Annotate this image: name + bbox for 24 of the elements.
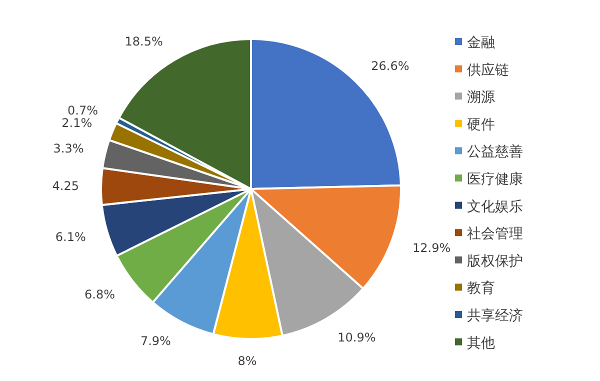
legend-label: 共享经济 — [467, 308, 523, 324]
legend-label: 医疗健康 — [467, 172, 523, 188]
data-label: 10.9% — [338, 330, 376, 345]
legend-label: 公益慈善 — [467, 143, 523, 160]
data-label: 18.5% — [124, 34, 163, 48]
data-label: 0.7% — [68, 103, 98, 118]
legend-label: 社会管理 — [467, 226, 523, 242]
legend-label: 教育 — [467, 280, 495, 297]
data-label: 12.9% — [412, 241, 451, 256]
legend-label: 供应链 — [467, 62, 509, 78]
data-label: 4.25 — [52, 179, 80, 194]
data-label: 8% — [238, 354, 257, 368]
legend-label: 文化娱乐 — [467, 198, 523, 215]
data-label: 3.3% — [53, 142, 84, 156]
legend-label: 版权保护 — [467, 253, 523, 270]
data-label: 6.1% — [55, 230, 86, 244]
legend-label: 溯源 — [467, 90, 495, 106]
legend-label: 其他 — [467, 335, 495, 352]
data-label: 26.6% — [371, 58, 410, 73]
data-label: 2.1% — [62, 116, 92, 130]
data-label: 7.9% — [140, 334, 171, 348]
data-label: 6.8% — [84, 287, 116, 302]
legend-label: 硬件 — [467, 116, 495, 133]
legend-label: 金融 — [467, 35, 495, 51]
